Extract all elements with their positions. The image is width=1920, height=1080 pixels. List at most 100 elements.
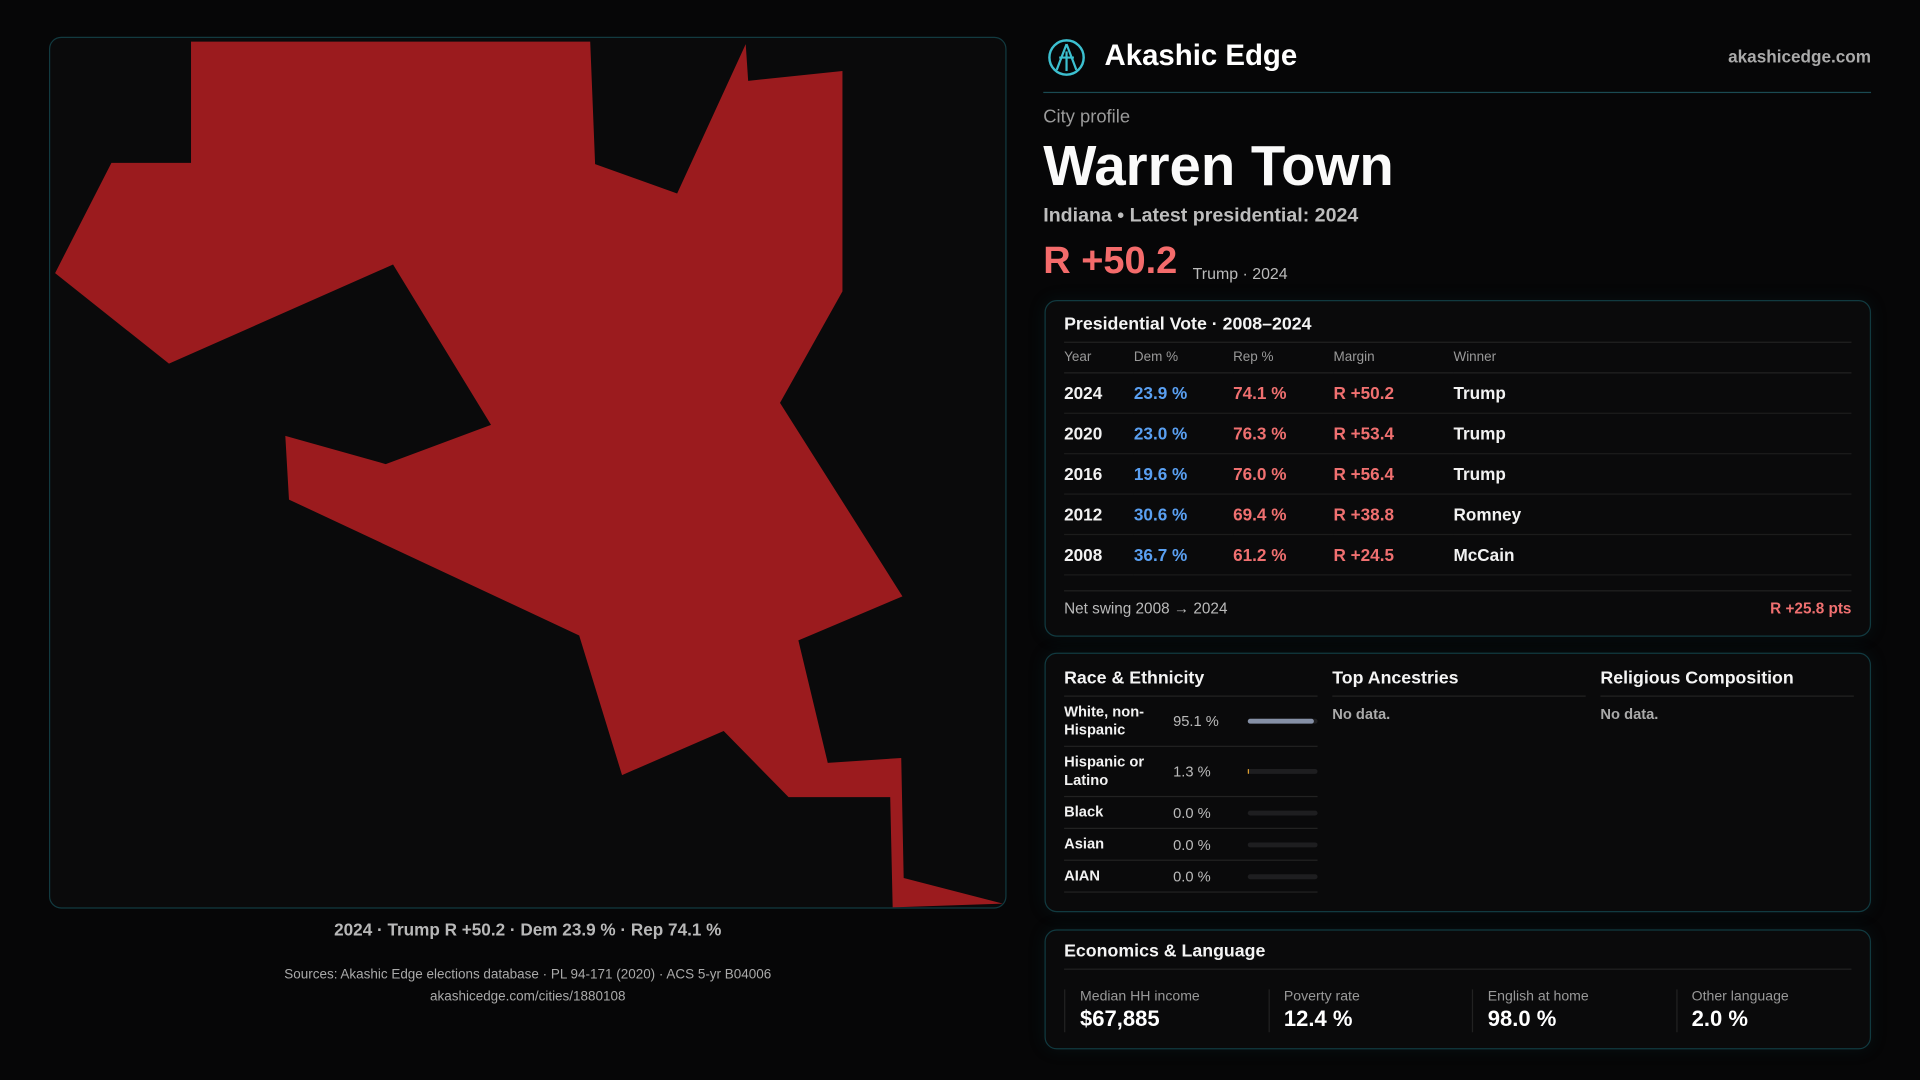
- table-cell: Trump: [1453, 372, 1852, 414]
- table-cell: 76.0 %: [1233, 453, 1334, 495]
- race-label: Hispanic or Latino: [1064, 753, 1145, 789]
- column-header: Rep %: [1233, 342, 1334, 374]
- akashic-logo-icon: [1048, 39, 1085, 76]
- page-kicker: City profile: [1043, 106, 1131, 128]
- latest-margin-label: Trump · 2024: [1192, 264, 1288, 283]
- column-header: Winner: [1453, 342, 1852, 374]
- econ-stat: Median HH income $67,885: [1064, 989, 1267, 1033]
- table-cell: R +56.4: [1333, 453, 1454, 495]
- column-header: Margin: [1333, 342, 1454, 374]
- econ-title: Economics & Language: [1064, 942, 1852, 970]
- demographics-card: Race & Ethnicity White, non-Hispanic 95.1…: [1044, 652, 1872, 913]
- race-percent: 0.0 %: [1173, 835, 1211, 853]
- net-swing-value: R +25.8 pts: [1770, 600, 1852, 618]
- ancestries-section: Top Ancestries No data.: [1332, 669, 1586, 723]
- table-cell: 2008: [1064, 534, 1134, 576]
- race-row: Asian 0.0 %: [1064, 829, 1318, 861]
- race-row: Hispanic or Latino 1.3 %: [1064, 747, 1318, 798]
- stat-value: 98.0 %: [1487, 1006, 1557, 1032]
- brand-header: Akashic Edge akashicedge.com: [1043, 37, 1872, 94]
- card-title: Presidential Vote · 2008–2024: [1064, 315, 1852, 343]
- table-row: 2008 36.7 % 61.2 % R +24.5 McCain: [1064, 534, 1852, 576]
- presidential-vote-card: Presidential Vote · 2008–2024 Year Dem % R…: [1044, 300, 1872, 637]
- page-subtitle: Indiana • Latest presidential: 2024: [1043, 205, 1359, 227]
- race-bar-fill: [1247, 718, 1315, 724]
- table-cell: 36.7 %: [1133, 534, 1234, 576]
- table-cell: 2012: [1064, 494, 1134, 536]
- table-cell: R +50.2: [1333, 372, 1454, 414]
- race-row: AIAN 0.0 %: [1064, 861, 1318, 893]
- city-map[interactable]: [48, 36, 1007, 909]
- race-percent: 0.0 %: [1173, 803, 1211, 822]
- table-cell: 61.2 %: [1233, 534, 1334, 576]
- table-cell: Romney: [1453, 494, 1852, 536]
- column-header: Dem %: [1133, 342, 1234, 374]
- column-header: Year: [1064, 342, 1134, 374]
- race-label: Asian: [1064, 835, 1105, 853]
- econ-stat: English at home 98.0 %: [1471, 989, 1675, 1033]
- brand-url-link[interactable]: akashicedge.com: [1728, 46, 1872, 67]
- table-cell: 23.9 %: [1133, 372, 1234, 414]
- stat-label: English at home: [1487, 989, 1589, 1005]
- econ-stat: Other language 2.0 %: [1675, 989, 1879, 1033]
- religion-empty: No data.: [1600, 705, 1659, 723]
- table-cell: McCain: [1453, 534, 1852, 576]
- race-title: Race & Ethnicity: [1064, 669, 1318, 697]
- stat-value: $67,885: [1080, 1006, 1160, 1032]
- race-label: Black: [1064, 803, 1104, 821]
- table-cell: R +24.5: [1333, 534, 1454, 576]
- race-bar: [1247, 768, 1318, 774]
- table-cell: R +53.4: [1333, 413, 1454, 455]
- religion-title: Religious Composition: [1600, 669, 1854, 697]
- table-cell: 69.4 %: [1233, 494, 1334, 536]
- race-bar: [1247, 841, 1318, 847]
- race-label: White, non-Hispanic: [1064, 702, 1145, 739]
- ancestries-empty: No data.: [1332, 705, 1391, 723]
- stat-label: Median HH income: [1080, 989, 1200, 1005]
- table-cell: 19.6 %: [1133, 453, 1234, 495]
- table-cell: 76.3 %: [1233, 413, 1334, 455]
- table-cell: 74.1 %: [1233, 372, 1334, 414]
- table-row: 2024 23.9 % 74.1 % R +50.2 Trump: [1064, 372, 1852, 414]
- city-boundary: [55, 41, 1003, 908]
- race-bar-fill: [1247, 768, 1250, 774]
- table-cell: 2020: [1064, 413, 1134, 455]
- sources-text: Sources: Akashic Edge elections database…: [284, 967, 772, 983]
- net-swing-label: Net swing 2008 → 2024: [1064, 600, 1228, 618]
- race-percent: 95.1 %: [1173, 712, 1219, 730]
- table-cell: 2024: [1064, 372, 1134, 414]
- race-bar: [1247, 873, 1318, 879]
- map-caption: 2024 · Trump R +50.2 · Dem 23.9 % · Rep …: [334, 919, 722, 940]
- table-row: 2016 19.6 % 76.0 % R +56.4 Trump: [1064, 453, 1852, 495]
- race-row: Black 0.0 %: [1064, 797, 1318, 829]
- ancestries-title: Top Ancestries: [1332, 669, 1586, 697]
- stat-value: 2.0 %: [1691, 1006, 1749, 1032]
- race-section: Race & Ethnicity White, non-Hispanic 95.1…: [1064, 669, 1318, 893]
- brand-name: Akashic Edge: [1104, 39, 1298, 73]
- race-percent: 0.0 %: [1173, 867, 1211, 885]
- page-title: Warren Town: [1043, 133, 1394, 198]
- stat-label: Other language: [1691, 989, 1789, 1005]
- table-row: 2020 23.0 % 76.3 % R +53.4 Trump: [1064, 413, 1852, 455]
- race-percent: 1.3 %: [1173, 762, 1211, 781]
- economics-card: Economics & Language Median HH income $67…: [1044, 929, 1872, 1050]
- table-cell: R +38.8: [1333, 494, 1454, 536]
- table-row: 2012 30.6 % 69.4 % R +38.8 Romney: [1064, 494, 1852, 536]
- econ-stat: Poverty rate 12.4 %: [1267, 989, 1471, 1033]
- vote-table: Year Dem % Rep % Margin Winner 2024 23.9 % 74.…: [1064, 342, 1852, 576]
- race-bar: [1247, 718, 1318, 724]
- table-cell: 2016: [1064, 453, 1134, 495]
- race-label: AIAN: [1064, 866, 1101, 885]
- table-cell: Trump: [1453, 453, 1852, 495]
- religion-section: Religious Composition No data.: [1600, 669, 1854, 723]
- stat-value: 12.4 %: [1283, 1006, 1353, 1032]
- table-cell: Trump: [1453, 413, 1852, 455]
- net-swing: Net swing 2008 → 2024 R +25.8 pts: [1064, 590, 1852, 618]
- table-cell: 23.0 %: [1133, 413, 1234, 455]
- race-bar: [1247, 810, 1318, 815]
- stat-label: Poverty rate: [1283, 989, 1360, 1005]
- race-row: White, non-Hispanic 95.1 %: [1064, 697, 1318, 747]
- city-url-link[interactable]: akashicedge.com/cities/1880108: [430, 989, 626, 1005]
- table-cell: 30.6 %: [1133, 494, 1234, 536]
